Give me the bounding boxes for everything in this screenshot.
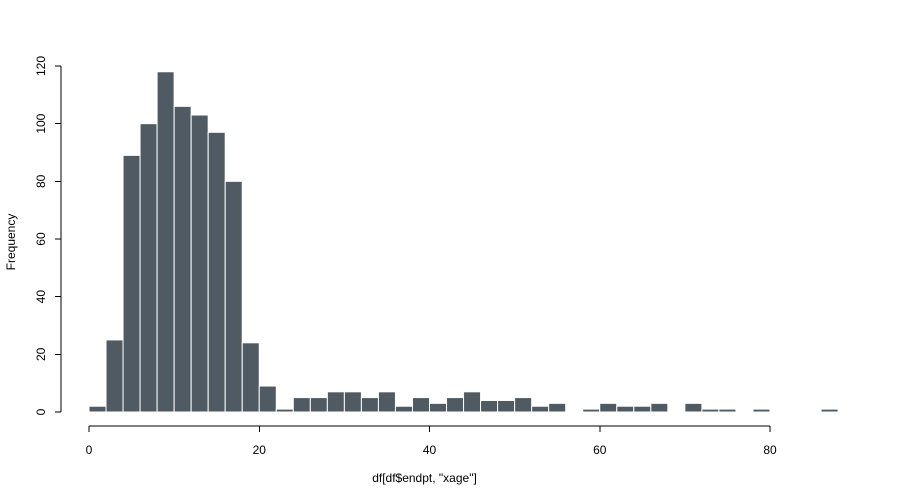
x-tick-label: 60: [593, 443, 607, 457]
histogram-bar: [241, 342, 260, 413]
histogram-bar: [122, 154, 141, 413]
histogram-bar: [360, 397, 379, 413]
x-tick-label: 80: [763, 443, 777, 457]
histogram-bar: [173, 105, 192, 413]
histogram-bar: [582, 408, 601, 413]
histogram-bar: [497, 399, 516, 413]
histogram-bar: [463, 391, 482, 413]
histogram-bar: [309, 397, 328, 413]
y-tick-label: 120: [34, 56, 48, 76]
histogram-bar: [616, 405, 635, 413]
histogram-bar: [190, 114, 209, 413]
labels-group: 0 20 40 60 80 0 20 40 60 80 100 120 df[df$endpt, "xa…: [4, 56, 777, 485]
histogram-bar: [275, 408, 294, 413]
x-tick-label: 0: [86, 443, 93, 457]
histogram-bar: [429, 402, 448, 413]
histogram-bar: [701, 408, 720, 413]
histogram-bar: [377, 391, 396, 413]
histogram-bar: [258, 385, 277, 413]
histogram-bar: [446, 397, 465, 413]
histogram-bar: [531, 405, 550, 413]
histogram-bar: [514, 397, 533, 413]
histogram-bar: [752, 408, 771, 413]
x-tick-label: 20: [253, 443, 267, 457]
histogram-bar: [292, 397, 311, 413]
histogram-bar: [718, 408, 737, 413]
histogram-bar: [156, 71, 175, 413]
histogram-bar: [684, 402, 703, 413]
histogram-bar: [207, 131, 226, 413]
y-tick-label: 80: [34, 174, 48, 188]
histogram-bar: [105, 339, 124, 413]
x-axis-title: df[df$endpt, "xage"]: [372, 471, 477, 485]
histogram-bar: [88, 405, 107, 413]
histogram-bar: [411, 397, 431, 413]
y-tick-label: 40: [34, 290, 48, 304]
y-tick-label: 20: [34, 347, 48, 361]
y-tick-label: 0: [34, 408, 48, 415]
histogram-bar: [139, 123, 158, 413]
bars-group: [88, 71, 839, 413]
histogram-bar: [224, 180, 243, 413]
y-axis-title: Frequency: [4, 214, 18, 271]
histogram-bar: [820, 408, 839, 413]
y-tick-label: 100: [34, 113, 48, 133]
histogram-bar: [480, 399, 499, 413]
histogram-bar: [548, 402, 567, 413]
y-tick-label: 60: [34, 232, 48, 246]
histogram-bar: [326, 391, 345, 413]
axes-group: [55, 65, 771, 432]
histogram-bar: [633, 405, 652, 413]
histogram-bar: [343, 391, 362, 413]
x-tick-label: 40: [423, 443, 437, 457]
histogram-bar: [650, 402, 669, 413]
histogram-bar: [599, 402, 618, 413]
histogram-bar: [394, 405, 413, 413]
